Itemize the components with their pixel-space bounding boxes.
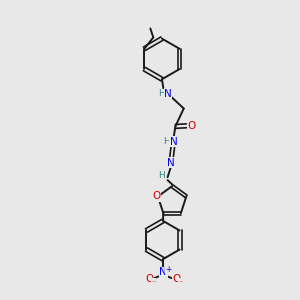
Text: N: N: [159, 267, 167, 277]
Text: O: O: [146, 274, 154, 284]
Text: N: N: [167, 158, 175, 168]
Text: O: O: [153, 191, 161, 201]
Text: ⁻: ⁻: [179, 278, 183, 287]
Text: O: O: [172, 274, 181, 284]
Text: H: H: [158, 172, 164, 181]
Text: +: +: [165, 266, 171, 274]
Text: O: O: [188, 121, 196, 131]
Text: ⁻: ⁻: [152, 278, 156, 287]
Text: N: N: [170, 137, 178, 147]
Text: H: H: [163, 137, 170, 146]
Text: H: H: [158, 89, 165, 98]
Text: N: N: [164, 88, 172, 99]
